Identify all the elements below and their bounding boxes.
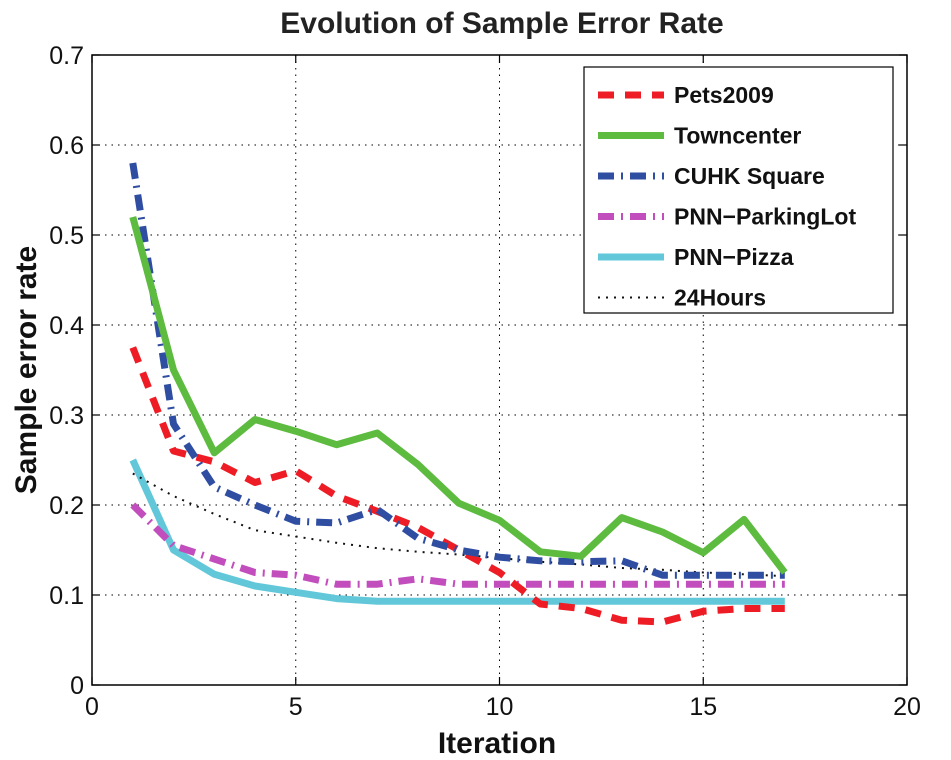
y-tick-label: 0.5	[49, 222, 84, 250]
series-lines	[129, 162, 788, 626]
x-tick-label: 20	[893, 693, 921, 721]
legend-label-towncenter: Towncenter	[674, 123, 801, 149]
y-tick-label: 0.4	[49, 312, 84, 340]
legend-label-cuhk-square: CUHK Square	[674, 163, 825, 189]
legend-label-pets2009: Pets2009	[674, 82, 774, 108]
series-line-24hours	[132, 472, 785, 578]
series-line-cuhk-square	[129, 162, 785, 579]
legend-label-24hours: 24Hours	[674, 285, 766, 311]
legend-label-pnn-pizza: PNN−Pizza	[674, 244, 794, 270]
x-axis-label: Iteration	[438, 727, 556, 760]
y-tick-label: 0.2	[49, 492, 84, 520]
y-tick-label: 0.1	[49, 582, 84, 610]
y-tick-label: 0	[70, 672, 84, 700]
x-tick-label: 5	[289, 693, 303, 721]
series-line-pnn-pizza	[129, 458, 785, 605]
x-tick-label: 15	[689, 693, 717, 721]
series-line-pnn-parkinglot	[130, 502, 785, 588]
legend-label-pnn-parkinglot: PNN−ParkingLot	[674, 204, 856, 230]
x-tick-label: 0	[85, 693, 99, 721]
y-tick-label: 0.6	[49, 132, 84, 160]
y-tick-label: 0.3	[49, 402, 84, 430]
x-tick-label: 10	[486, 693, 514, 721]
axis-ticks: 0 5 10 15 20 0 0.1 0.2 0.3 0.4 0.5 0.6 0.7	[49, 42, 921, 721]
series-line-pets2009	[129, 346, 785, 626]
legend: Pets2009 Towncenter CUHK Square PNN−Parking…	[583, 66, 894, 314]
series-line-towncenter	[129, 216, 788, 575]
chart-title: Evolution of Sample Error Rate	[280, 7, 723, 40]
y-axis-label: Sample error rate	[10, 246, 43, 494]
y-tick-label: 0.7	[49, 42, 84, 70]
legend-box	[583, 66, 894, 314]
